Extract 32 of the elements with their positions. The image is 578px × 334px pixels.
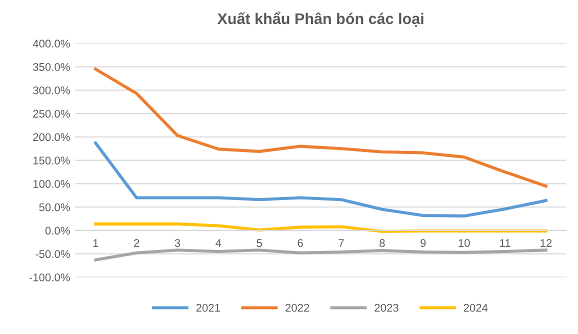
- y-tick-label: 350.0%: [33, 63, 70, 71]
- y-tick-label: -50.0%: [36, 250, 70, 258]
- line-series: [94, 141, 548, 218]
- y-tick-label: 400.0%: [32, 40, 70, 48]
- y-tick-label: 150.0%: [33, 156, 70, 164]
- y-tick-label: 0.0%: [45, 226, 70, 235]
- line-series: [94, 222, 548, 233]
- legend-label: 2022: [286, 304, 310, 312]
- legend-label: 2023: [374, 304, 398, 312]
- y-tick-label: 100.0%: [33, 180, 70, 188]
- y-tick-label: 300.0%: [33, 86, 70, 94]
- x-tick-label: 11: [500, 239, 510, 247]
- x-tick-label: 5: [256, 239, 262, 247]
- x-tick-label: 2: [134, 239, 140, 247]
- y-tick-label: 50.0%: [39, 203, 70, 212]
- y-tick-label: -100.0%: [29, 273, 70, 282]
- line-series: [94, 68, 548, 188]
- x-tick-label: 6: [298, 239, 303, 247]
- x-tick-label: 10: [458, 239, 470, 247]
- x-tick-label: 8: [380, 239, 385, 247]
- chart-title: Xuất khẩu Phân bón các loại: [217, 12, 424, 27]
- legend-label: 2024: [464, 304, 488, 312]
- y-tick-label: 200.0%: [33, 133, 70, 142]
- line-series: [94, 248, 548, 262]
- x-tick-label: 7: [338, 239, 344, 247]
- legend-label: 2021: [196, 304, 220, 312]
- x-tick-label: 3: [174, 239, 180, 247]
- x-tick-label: 9: [420, 239, 426, 247]
- y-tick-label: 250.0%: [33, 110, 70, 118]
- x-tick-label: 12: [540, 239, 552, 247]
- x-tick-label: 1: [93, 239, 98, 247]
- x-tick-label: 4: [216, 239, 222, 247]
